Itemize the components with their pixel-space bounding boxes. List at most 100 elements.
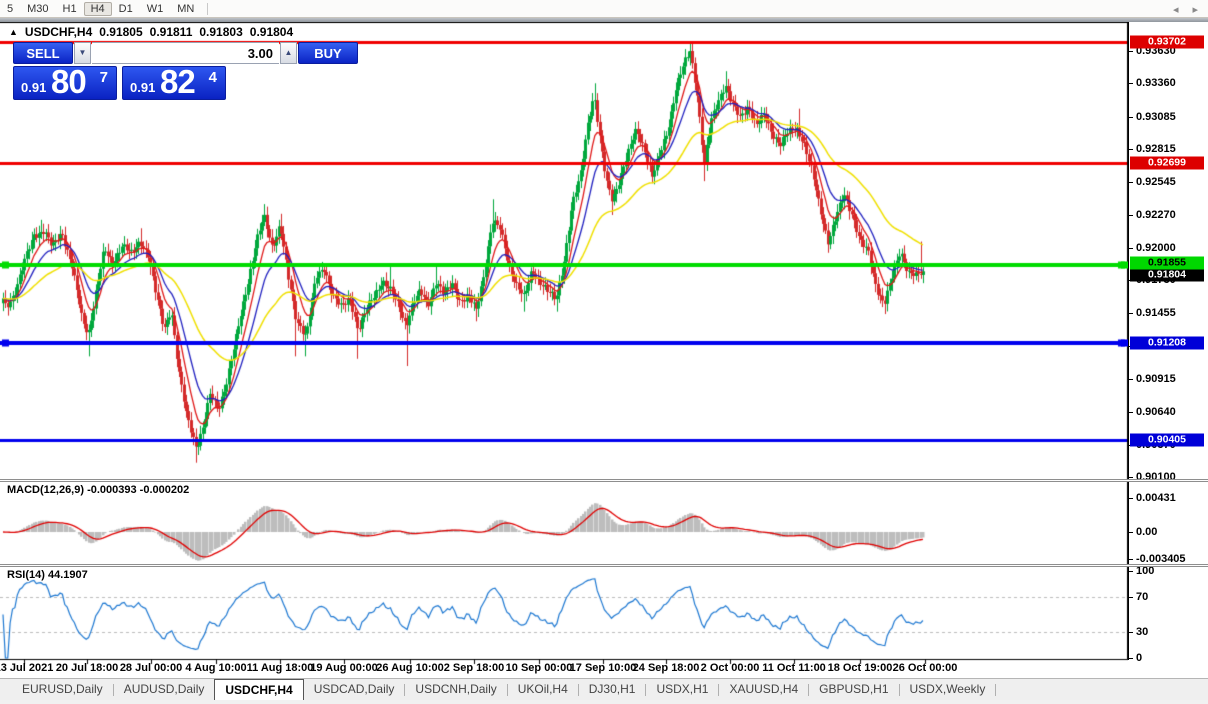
buy-price-sup: 4 (208, 69, 217, 86)
time-tick-label: 18 Oct 19:00 (827, 662, 893, 674)
period-button-d1[interactable]: D1 (118, 2, 133, 15)
price-tick-label: 0.93360 (1136, 77, 1176, 90)
chart-tab-usdx-h1[interactable]: USDX,H1 (656, 682, 709, 696)
buy-button[interactable]: BUY (298, 42, 358, 64)
lot-decrease-button[interactable]: ▼ (74, 42, 91, 64)
time-tick-label: 2 Sep 18:00 (443, 662, 505, 674)
time-tick-label: 26 Oct 00:00 (892, 662, 958, 674)
ohlc-close: 0.91804 (249, 25, 294, 39)
sell-button[interactable]: SELL (13, 42, 73, 64)
period-button-h4[interactable]: H4 (83, 1, 112, 16)
chart-tab-audusd-daily[interactable]: AUDUSD,Daily (123, 682, 205, 696)
time-tick-label: 10 Sep 00:00 (505, 662, 573, 674)
tab-separator (898, 683, 900, 696)
period-toolbar: 5 M30 H1 H4 D1 W1 MN (0, 0, 1208, 18)
price-scale[interactable]: 0.93630 0.93360 0.93085 0.92815 0.92545 0.922… (1121, 22, 1208, 664)
axis-tick-mark (1129, 117, 1133, 118)
ohlc-high: 0.91811 (149, 25, 193, 39)
macd-tick-label: -0.003405 (1136, 552, 1186, 565)
sell-quote-box[interactable]: 0.91 80 7 (13, 63, 117, 100)
price-tick-label: 0.90915 (1136, 372, 1176, 385)
time-tick-label: 17 Sep 10:00 (569, 662, 637, 674)
lot-increase-button[interactable]: ▲ (280, 42, 297, 64)
tabs-scroll-right-icon[interactable]: ▸ (1192, 4, 1198, 16)
time-tick-label: 4 Aug 10:00 (185, 662, 247, 674)
status-strip (0, 700, 1208, 704)
macd-pane-splitter[interactable] (0, 479, 1208, 482)
period-button-mn[interactable]: MN (177, 2, 195, 15)
tab-separator (404, 683, 406, 696)
chart-tab-usdchf-h4[interactable]: USDCHF,H4 (214, 679, 304, 700)
axis-tick-mark (1129, 149, 1133, 150)
price-tick-label: 0.93085 (1136, 110, 1176, 123)
buy-price-big: 82 (160, 63, 196, 100)
buy-quote-box[interactable]: 0.91 82 4 (122, 63, 226, 100)
one-click-collapse-icon[interactable]: ▲ (9, 27, 18, 37)
tab-separator (506, 683, 508, 696)
tab-separator (718, 683, 720, 696)
axis-tick-mark (1129, 182, 1133, 183)
axis-tick-mark (1129, 658, 1133, 659)
axis-tick-mark (1129, 597, 1133, 598)
main-chart-canvas[interactable] (0, 22, 1128, 668)
macd-indicator-label: MACD(12,26,9) -0.000393 -0.000202 (7, 484, 190, 496)
hline-price-badge: 0.92699 (1130, 156, 1204, 170)
sell-price-sup: 7 (99, 69, 108, 86)
tab-separator (995, 683, 997, 696)
axis-tick-mark (1129, 477, 1133, 478)
chart-title-bar: ▲ USDCHF,H4 0.91805 0.91811 0.91803 0.91… (9, 25, 293, 39)
price-tick-label: 0.90640 (1136, 405, 1176, 418)
chart-tab-gbpusd-h1[interactable]: GBPUSD,H1 (819, 682, 889, 696)
hline-price-badge: 0.91855 (1130, 256, 1204, 270)
axis-tick-mark (1129, 532, 1133, 533)
ohlc-open: 0.91805 (99, 25, 143, 39)
hline-handle[interactable] (1121, 261, 1128, 269)
one-click-trading-panel: SELL ▼ ▲ BUY 0.91 80 7 0.91 82 4 (13, 42, 358, 100)
axis-tick-mark (1129, 248, 1133, 249)
price-tick-label: 0.92000 (1136, 241, 1176, 254)
time-tick-label: 11 Oct 11:00 (762, 662, 826, 674)
tab-scroll-arrows: ◂ ▸ (1173, 3, 1198, 16)
sell-price-prefix: 0.91 (21, 80, 47, 95)
period-button-5[interactable]: 5 (7, 2, 14, 15)
axis-tick-mark (1129, 215, 1133, 216)
axis-tick-mark (1129, 51, 1133, 52)
tabs-scroll-left-icon[interactable]: ◂ (1172, 4, 1179, 16)
axis-tick-mark (1129, 412, 1133, 413)
hline-handle[interactable] (1121, 339, 1128, 347)
time-tick-label: 19 Aug 00:00 (310, 662, 378, 674)
period-button-w1[interactable]: W1 (146, 2, 164, 15)
macd-tick-label: 0.00 (1136, 526, 1158, 538)
lot-size-input[interactable] (92, 42, 279, 64)
rsi-pane-splitter[interactable] (0, 564, 1208, 567)
chart-symbol-label: USDCHF,H4 (24, 25, 93, 39)
chart-tab-eurusd-daily[interactable]: EURUSD,Daily (22, 682, 103, 696)
axis-tick-mark (1129, 313, 1133, 314)
chart-tab-usdcnh-daily[interactable]: USDCNH,Daily (415, 682, 497, 696)
axis-tick-mark (1129, 632, 1133, 633)
axis-tick-mark (1129, 83, 1133, 84)
sell-price-big: 80 (51, 63, 87, 100)
chart-tab-xauusd-h4[interactable]: XAUUSD,H4 (729, 682, 799, 696)
axis-tick-mark (1129, 571, 1133, 572)
price-tick-label: 0.92270 (1136, 208, 1176, 221)
chart-tab-dj30-h1[interactable]: DJ30,H1 (588, 682, 636, 696)
rsi-tick-label: 0 (1136, 652, 1143, 664)
chart-tab-usdcad-daily[interactable]: USDCAD,Daily (313, 682, 395, 696)
period-button-h1[interactable]: H1 (62, 2, 77, 15)
axis-tick-mark (1129, 379, 1133, 380)
macd-tick-label: 0.00431 (1136, 492, 1176, 504)
period-button-m30[interactable]: M30 (27, 2, 49, 15)
price-tick-label: 0.92545 (1136, 175, 1176, 188)
toolbar-divider (207, 2, 209, 15)
time-tick-label: 26 Aug 10:00 (376, 662, 444, 674)
axis-tick-mark (1129, 559, 1133, 560)
chart-tab-usdx-weekly[interactable]: USDX,Weekly (909, 682, 986, 696)
chart-tab-ukoil-h4[interactable]: UKOil,H4 (517, 682, 568, 696)
time-scale[interactable]: 13 Jul 2021 20 Jul 18:00 28 Jul 00:00 4 Aug… (0, 661, 1128, 677)
tab-separator (645, 683, 647, 696)
hline-price-badge: 0.91208 (1130, 336, 1204, 350)
rsi-tick-label: 70 (1136, 591, 1149, 604)
price-tick-label: 0.91455 (1136, 307, 1176, 320)
